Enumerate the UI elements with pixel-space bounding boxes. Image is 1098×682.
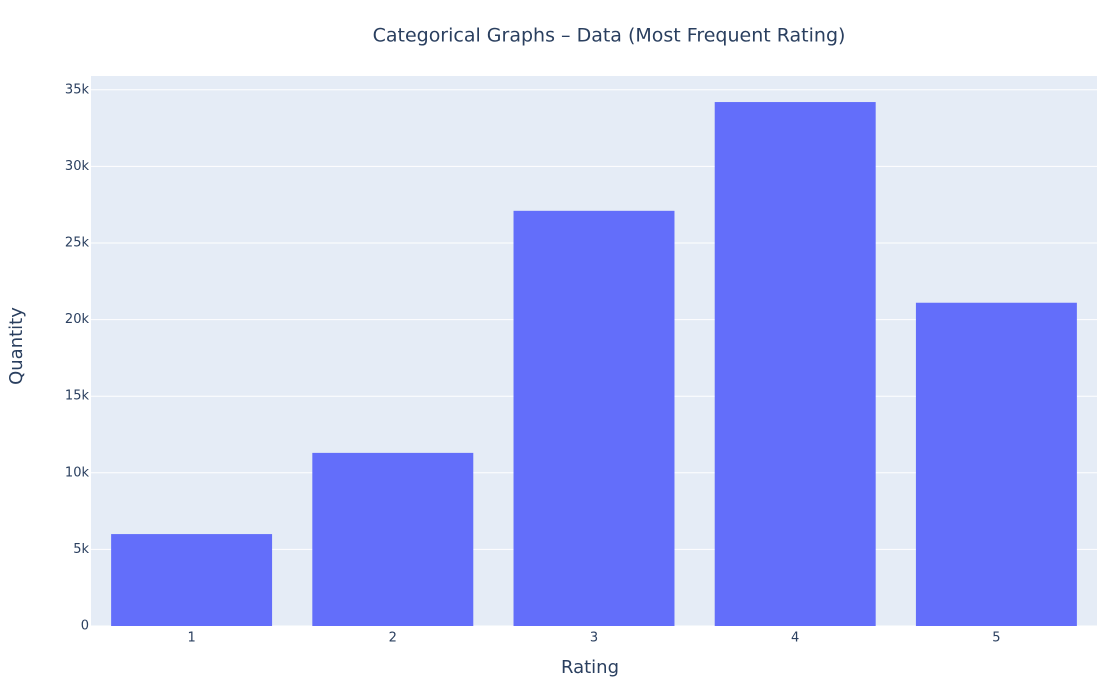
bar — [513, 210, 675, 626]
x-tick-label: 3 — [590, 631, 598, 646]
x-tick-label: 2 — [389, 631, 397, 646]
bar — [915, 302, 1077, 626]
y-tick-label: 35k — [65, 82, 90, 97]
x-tick-label: 1 — [187, 631, 195, 646]
bar — [714, 102, 876, 627]
y-tick-label: 20k — [65, 312, 90, 327]
y-tick-label: 0 — [81, 619, 89, 634]
bar — [312, 452, 474, 626]
y-axis-title: Quantity — [6, 307, 27, 385]
x-tick-label: 5 — [992, 631, 1000, 646]
y-tick-label: 25k — [65, 235, 90, 250]
y-tick-label: 30k — [65, 159, 90, 174]
chart-title: Categorical Graphs – Data (Most Frequent… — [373, 25, 846, 47]
y-tick-label: 15k — [65, 389, 90, 404]
x-tick-label: 4 — [791, 631, 799, 646]
x-axis-title: Rating — [561, 657, 619, 678]
y-tick-label: 10k — [65, 465, 90, 480]
bar — [111, 534, 273, 626]
y-tick-label: 5k — [73, 542, 89, 557]
